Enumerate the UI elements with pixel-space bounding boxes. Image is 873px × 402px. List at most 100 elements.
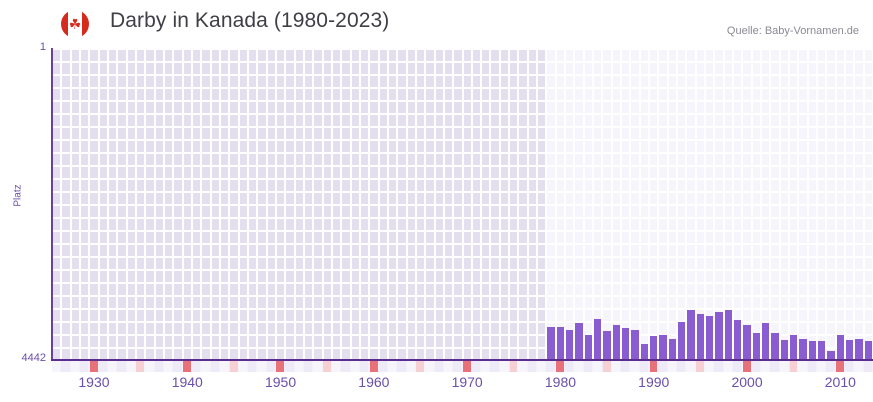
bar[interactable] (752, 333, 760, 359)
tick-cell (677, 361, 686, 372)
bar[interactable] (678, 322, 686, 359)
bar[interactable] (855, 339, 863, 359)
tick-cell (845, 361, 854, 372)
tick-cell (397, 361, 406, 372)
bar[interactable] (808, 341, 816, 359)
tick-cell (341, 361, 350, 372)
bar[interactable] (640, 344, 648, 359)
tick-cell (611, 361, 621, 372)
tick-minor (229, 361, 238, 372)
tick-cell (705, 361, 714, 372)
bar[interactable] (696, 314, 704, 359)
tick-cell (565, 361, 574, 372)
tick-cell (210, 361, 219, 372)
bar[interactable] (734, 320, 742, 359)
bar[interactable] (799, 339, 807, 359)
tick-cell (126, 361, 135, 372)
x-axis-line (51, 359, 873, 361)
bar[interactable] (771, 333, 779, 359)
tick-major (369, 361, 378, 372)
tick-cell (733, 361, 742, 372)
chart-header: ☘ Darby in Kanada (1980-2023) Quelle: Ba… (0, 0, 873, 46)
y-axis-top-label: 1 (39, 41, 46, 53)
x-axis-tick-label: 1960 (358, 374, 390, 390)
tick-cell (499, 361, 509, 372)
bar[interactable] (780, 340, 788, 359)
x-axis-tick-label: 2010 (824, 374, 856, 390)
bar[interactable] (724, 310, 732, 359)
tick-cell (798, 361, 807, 372)
tick-minor (323, 361, 331, 372)
tick-cell (527, 361, 537, 372)
tick-major (742, 361, 751, 372)
bar[interactable] (594, 319, 602, 359)
bar[interactable] (584, 335, 592, 359)
tick-cell (621, 361, 630, 372)
tick-cell (61, 361, 70, 372)
tick-cell (714, 361, 723, 372)
tick-major (649, 361, 658, 372)
tick-cell (117, 361, 126, 372)
bar[interactable] (687, 310, 695, 359)
tick-cell (107, 361, 117, 372)
tick-cell (471, 361, 481, 372)
bar[interactable] (762, 323, 770, 359)
tick-cell (257, 361, 266, 372)
tick-cell (285, 361, 294, 372)
tick-cell (751, 361, 761, 372)
tick-cell (266, 361, 275, 372)
bar[interactable] (706, 316, 714, 359)
bar[interactable] (818, 341, 826, 359)
bar[interactable] (659, 335, 667, 359)
tick-cell (406, 361, 415, 372)
tick-cell (583, 361, 593, 372)
bar[interactable] (715, 312, 723, 359)
tick-minor (602, 361, 611, 372)
tick-cell (593, 361, 602, 372)
bar[interactable] (864, 341, 872, 359)
bar[interactable] (836, 335, 844, 359)
tick-major (836, 361, 844, 372)
tick-minor (416, 361, 425, 372)
bar[interactable] (566, 330, 574, 359)
bar[interactable] (650, 336, 658, 359)
bar[interactable] (631, 330, 639, 359)
tick-cell (378, 361, 387, 372)
bar[interactable] (612, 325, 620, 359)
tick-cell (313, 361, 322, 372)
bar[interactable] (603, 331, 611, 359)
tick-cell (481, 361, 490, 372)
x-axis-tick-label: 1930 (78, 374, 110, 390)
tick-cell (574, 361, 583, 372)
tick-cell (854, 361, 863, 372)
tick-cell (163, 361, 173, 372)
tick-cell (350, 361, 359, 372)
bar[interactable] (827, 351, 835, 359)
background-band (52, 48, 547, 359)
tick-major (276, 361, 285, 372)
tick-cell (807, 361, 817, 372)
tick-cell (247, 361, 257, 372)
x-axis-tick-band (52, 361, 873, 372)
bar[interactable] (547, 327, 555, 359)
bar[interactable] (790, 335, 798, 359)
tick-cell (630, 361, 639, 372)
flag-right-band (82, 10, 89, 38)
tick-cell (387, 361, 397, 372)
tick-cell (303, 361, 313, 372)
tick-cell (639, 361, 649, 372)
tick-cell (779, 361, 789, 372)
bar[interactable] (743, 325, 751, 359)
tick-cell (52, 361, 61, 372)
bar[interactable] (668, 339, 676, 359)
bar[interactable] (846, 340, 854, 359)
bar[interactable] (556, 327, 564, 359)
tick-cell (219, 361, 229, 372)
bar[interactable] (622, 328, 630, 359)
tick-cell (201, 361, 210, 372)
tick-cell (761, 361, 770, 372)
source-attribution: Quelle: Baby-Vornamen.de (726, 25, 859, 37)
tick-cell (294, 361, 303, 372)
bar[interactable] (575, 323, 583, 359)
